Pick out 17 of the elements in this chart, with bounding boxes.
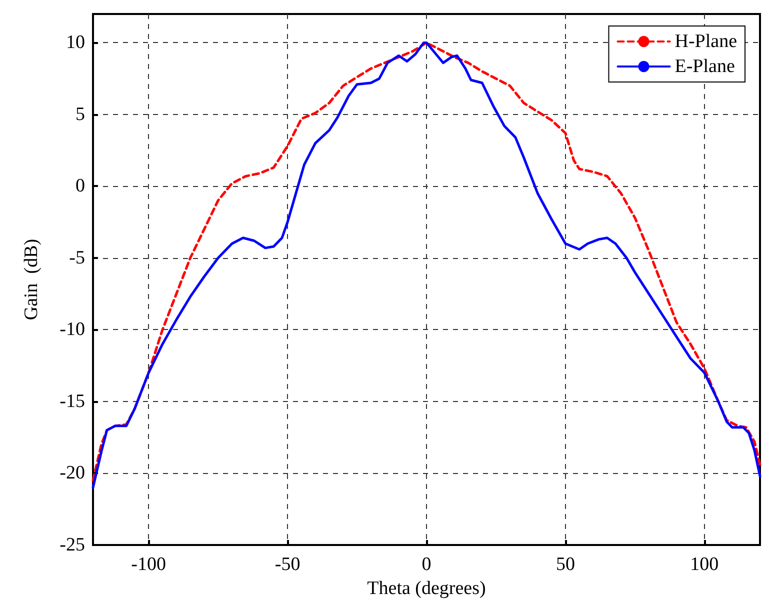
y-tick-label: 0 — [76, 176, 85, 197]
y-axis-title: Gain (dB) — [21, 238, 42, 320]
y-tick-label: -20 — [60, 462, 85, 484]
y-tick-label: 5 — [76, 104, 85, 125]
x-tick-label: 50 — [556, 554, 575, 575]
x-tick-label: 0 — [422, 554, 432, 575]
x-tick-label: -50 — [274, 554, 300, 575]
y-tick-label: -15 — [60, 390, 85, 412]
legend-label: H-Plane — [674, 31, 738, 52]
x-tick-label: -100 — [131, 554, 166, 575]
y-tick-label: -25 — [60, 534, 85, 556]
legend-label: E-Plane — [674, 56, 735, 77]
y-tick-label: 10 — [66, 32, 85, 54]
x-tick-label: 100 — [690, 554, 719, 575]
y-tick-label: -5 — [69, 247, 85, 268]
y-tick-label: -10 — [60, 319, 85, 340]
x-axis-title: Theta (degrees) — [367, 578, 486, 599]
